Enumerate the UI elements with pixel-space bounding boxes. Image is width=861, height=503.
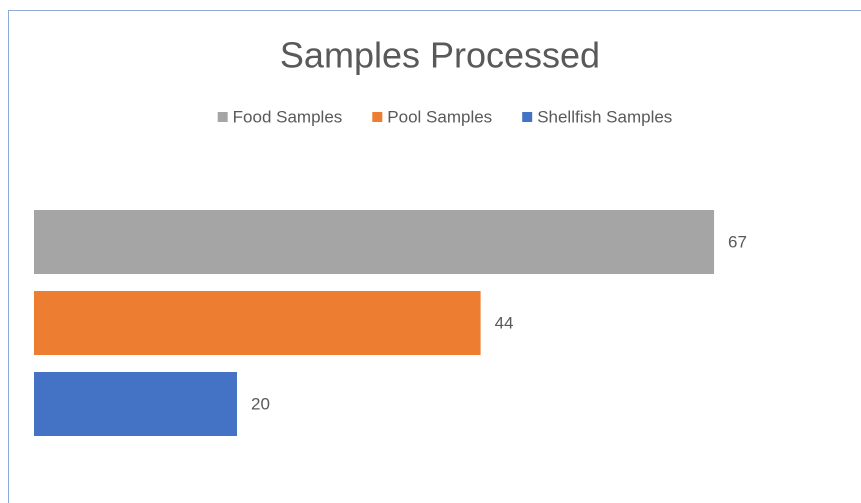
legend-label: Food Samples	[233, 107, 343, 126]
data-label: 20	[251, 394, 270, 413]
legend-swatch	[372, 112, 383, 122]
legend-swatch	[217, 112, 228, 122]
data-label: 44	[495, 313, 514, 332]
data-label: 67	[728, 232, 747, 251]
legend-label: Shellfish Samples	[537, 107, 672, 126]
bar	[34, 372, 237, 436]
legend-label: Pool Samples	[387, 107, 492, 126]
legend-swatch	[522, 112, 533, 122]
bar	[34, 291, 481, 355]
chart-title: Samples Processed	[280, 35, 600, 76]
bar	[34, 210, 715, 274]
